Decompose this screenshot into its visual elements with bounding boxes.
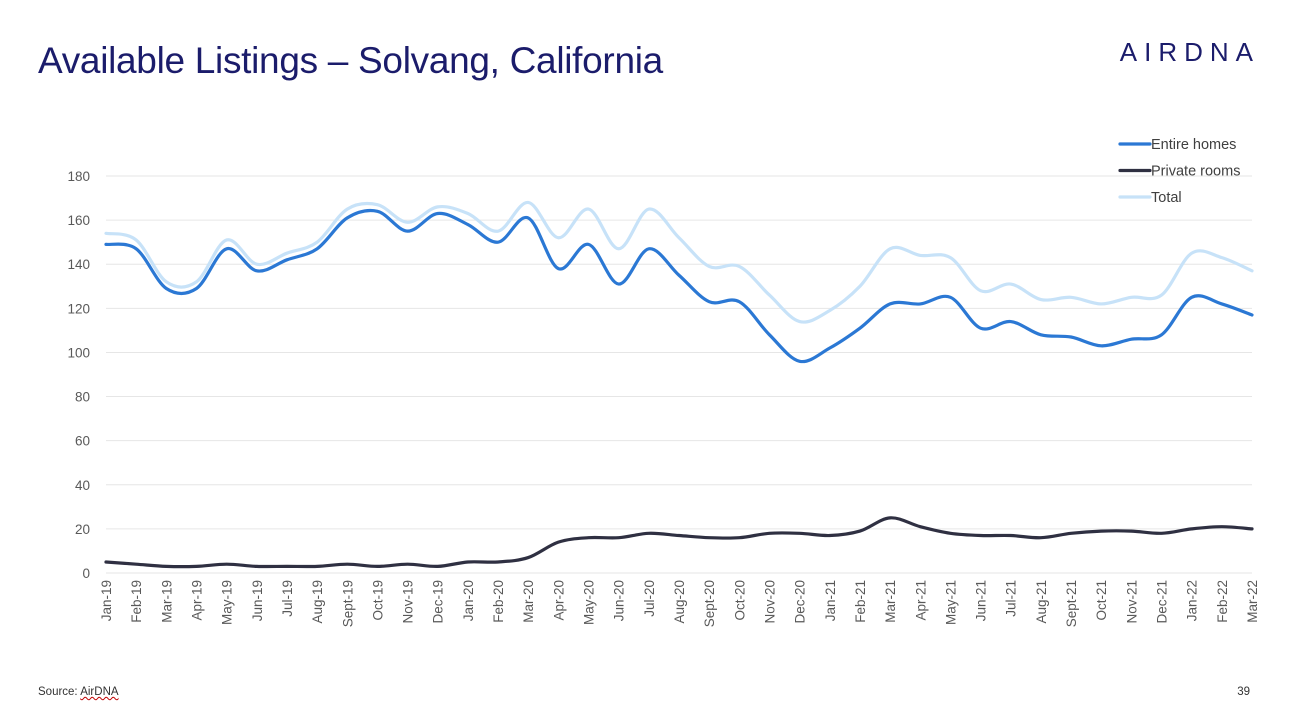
x-tick-label: Oct-19 <box>370 580 385 621</box>
x-tick-label: Jun-19 <box>250 580 265 621</box>
y-tick-label: 60 <box>75 434 90 449</box>
y-tick-label: 0 <box>82 566 90 581</box>
x-tick-label: Jan-21 <box>823 580 838 621</box>
x-tick-label: Jun-21 <box>974 580 989 621</box>
series-line-private-rooms <box>104 516 1254 569</box>
x-tick-label: Mar-22 <box>1245 580 1260 623</box>
x-tick-label: Aug-20 <box>672 580 687 624</box>
series-line-total <box>104 200 1254 324</box>
legend-label: Total <box>1151 190 1182 206</box>
x-tick-label: Mar-19 <box>159 580 174 623</box>
y-tick-label: 40 <box>75 478 90 493</box>
page-number: 39 <box>1237 686 1250 698</box>
x-tick-label: Mar-21 <box>883 580 898 623</box>
x-tick-label: Feb-22 <box>1215 580 1230 623</box>
x-tick-label: Jul-20 <box>642 580 657 617</box>
x-tick-label: Apr-19 <box>189 580 204 621</box>
x-tick-label: Sept-20 <box>702 580 717 627</box>
x-tick-label: Oct-20 <box>732 580 747 621</box>
source-prefix: Source: <box>38 686 81 698</box>
x-tick-label: Oct-21 <box>1094 580 1109 621</box>
y-tick-label: 100 <box>67 345 90 360</box>
x-tick-label: Jun-20 <box>612 580 627 621</box>
source-name: AirDNA <box>80 686 119 698</box>
chart-legend: Entire homes Private rooms Total <box>1118 137 1240 206</box>
y-tick-label: 180 <box>67 169 90 184</box>
airdna-logo: AIRDNA <box>1119 37 1260 67</box>
x-tick-label: Dec-21 <box>1155 580 1170 624</box>
source-note: Source: AirDNA <box>38 686 119 698</box>
x-tick-label: Jan-22 <box>1185 580 1200 621</box>
x-tick-label: Feb-21 <box>853 580 868 623</box>
x-tick-label: Aug-19 <box>310 580 325 624</box>
chart-series <box>104 200 1254 569</box>
x-tick-label: Nov-20 <box>762 580 777 624</box>
x-tick-label: Apr-20 <box>551 580 566 621</box>
x-tick-label: Jan-20 <box>461 580 476 621</box>
x-tick-label: Sept-19 <box>340 580 355 627</box>
x-tick-label: Dec-19 <box>431 580 446 624</box>
legend-label: Entire homes <box>1151 137 1236 153</box>
y-tick-label: 160 <box>67 213 90 228</box>
y-tick-label: 140 <box>67 257 90 272</box>
x-tick-label: Apr-21 <box>913 580 928 621</box>
x-tick-label: Feb-19 <box>129 580 144 623</box>
x-tick-label: Feb-20 <box>491 580 506 623</box>
y-tick-label: 20 <box>75 522 90 537</box>
y-tick-label: 120 <box>67 301 90 316</box>
x-tick-label: Sept-21 <box>1064 580 1079 627</box>
chart-gridlines <box>106 175 1252 574</box>
x-tick-label: Jul-19 <box>280 580 295 617</box>
x-tick-label: May-20 <box>582 580 597 625</box>
legend-label: Private rooms <box>1151 164 1240 180</box>
x-tick-label: Jan-19 <box>99 580 114 621</box>
y-axis-ticks: 0 20 40 60 80 100 120 140 160 180 <box>67 169 90 581</box>
x-tick-label: Mar-20 <box>521 580 536 623</box>
slide-title: Available Listings – Solvang, California <box>38 40 663 81</box>
series-line-entire-homes <box>104 208 1254 364</box>
x-tick-label: Nov-19 <box>401 580 416 624</box>
x-tick-label: Dec-20 <box>793 580 808 624</box>
x-tick-label: Jul-21 <box>1004 580 1019 617</box>
x-tick-label: May-21 <box>943 580 958 625</box>
y-tick-label: 80 <box>75 390 90 405</box>
x-tick-label: Aug-21 <box>1034 580 1049 624</box>
x-tick-label: May-19 <box>220 580 235 625</box>
x-axis-ticks: Jan-19 Feb-19 Mar-19 Apr-19 May-19 Jun-19 Jul-… <box>99 580 1260 627</box>
x-tick-label: Nov-21 <box>1124 580 1139 624</box>
